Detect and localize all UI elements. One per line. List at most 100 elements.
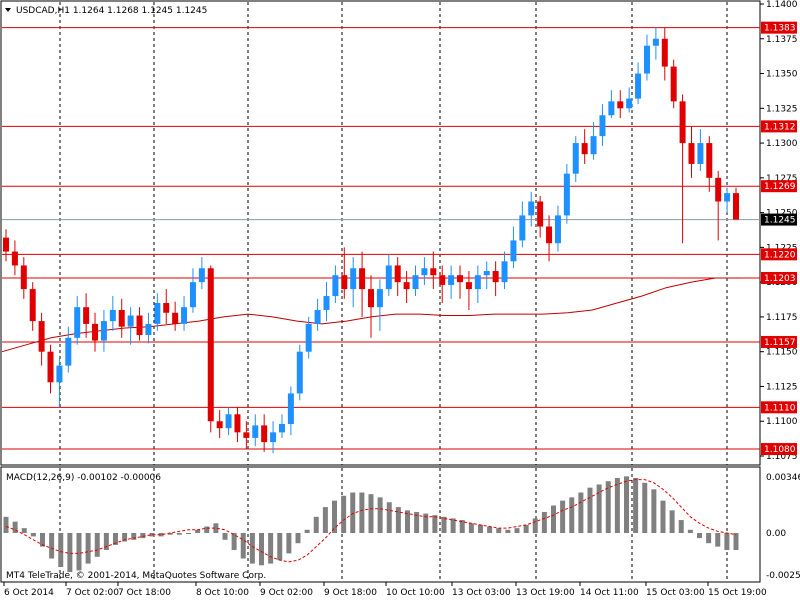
candle-body (715, 177, 722, 202)
candle-body (733, 193, 739, 220)
main-chart-frame (0, 0, 761, 466)
candle-body (261, 425, 268, 443)
candle-body (172, 312, 179, 324)
macd-histogram-bar (131, 533, 137, 540)
macd-histogram-bar (286, 533, 292, 554)
macd-histogram-bar (3, 516, 9, 533)
macd-histogram-bar (268, 533, 274, 564)
time-axis-label: 7 Oct 02:00 (66, 588, 119, 598)
macd-histogram-bar (724, 533, 730, 550)
candle-body (207, 268, 214, 422)
macd-histogram-bar (596, 484, 602, 533)
macd-histogram-bar (468, 523, 474, 533)
level-label: 1.1157 (764, 338, 796, 348)
macd-histogram-bar (259, 533, 264, 566)
price-axis-label: 1.1400 (766, 0, 798, 10)
candle-body (661, 38, 668, 67)
candle-body (697, 143, 704, 164)
macd-histogram-bar (313, 516, 319, 533)
candle-body (3, 237, 9, 252)
candle-body (554, 215, 561, 244)
macd-histogram-bar (405, 510, 410, 533)
macd-histogram-bar (441, 516, 447, 533)
macd-axis-label-top: 0.00346 (766, 473, 800, 483)
candle-body (510, 240, 517, 262)
candle-body (519, 215, 526, 241)
macd-histogram-bar (213, 523, 219, 533)
candle-body (688, 143, 695, 164)
candle-body (430, 268, 437, 276)
macd-histogram-bar (697, 533, 702, 539)
candle-body (706, 143, 713, 178)
candle-body (492, 271, 499, 283)
price-axis-label: 1.1275 (766, 174, 798, 184)
candle-body (599, 115, 606, 137)
macd-histogram-bar (587, 487, 593, 533)
candle-body (572, 143, 579, 174)
candle-body (127, 315, 134, 327)
triangle-down-icon[interactable] (5, 8, 11, 12)
macd-histogram-bar (222, 533, 228, 540)
candle-body (243, 432, 250, 438)
macd-histogram-bar (514, 528, 520, 533)
macd-signal-line (5, 479, 737, 563)
macd-histogram-bar (633, 477, 639, 533)
candle-body (368, 289, 374, 308)
candle-body (626, 98, 633, 109)
candle-body (563, 173, 570, 216)
candle-body (394, 265, 401, 283)
time-axis-label: 15 Oct 03:00 (646, 588, 705, 598)
macd-histogram-bar (12, 521, 18, 533)
candle-body (65, 337, 72, 366)
candle-body (359, 268, 366, 290)
macd-histogram-bar (167, 533, 173, 535)
candle-body (83, 307, 90, 324)
macd-histogram-bar (21, 528, 27, 533)
candle-body (501, 261, 508, 283)
candle-body (724, 193, 731, 202)
macd-histogram-bar (277, 533, 283, 561)
macd-histogram-bar (249, 533, 255, 564)
macd-histogram-bar (304, 529, 310, 533)
macd-histogram-bar (532, 518, 538, 533)
chart-title: USDCAD,H1 1.1264 1.1268 1.1245 1.1245 (16, 6, 207, 16)
macd-histogram-bar (113, 533, 118, 545)
macd-histogram-bar (733, 533, 739, 550)
macd-histogram-bar (58, 533, 64, 567)
macd-histogram-bar (551, 505, 556, 533)
macd-histogram-bar (386, 502, 392, 533)
candle-body (198, 268, 205, 283)
macd-histogram-bar (669, 510, 675, 533)
candle-body (590, 136, 597, 155)
candle-body (20, 265, 27, 290)
macd-label: MACD(12,26,9) -0.00102 -0.00006 (6, 473, 161, 483)
candle-body (29, 289, 36, 322)
macd-histogram-bar (660, 500, 666, 533)
candle-body (225, 414, 232, 429)
candle-body (332, 275, 339, 297)
macd-histogram-bar (450, 518, 456, 533)
macd-histogram-bar (624, 476, 629, 533)
price-axis-label: 1.1125 (766, 382, 798, 392)
candle-body (47, 351, 54, 383)
candle-body (92, 323, 99, 341)
candle-body (154, 303, 161, 324)
level-label: 1.1080 (764, 445, 796, 455)
macd-histogram-bar (158, 533, 164, 537)
level-label-box (761, 335, 797, 348)
macd-axis-label-zero: 0.00 (766, 529, 786, 539)
candle-body (74, 307, 81, 338)
macd-histogram-bar (505, 529, 511, 533)
candle-body (679, 101, 686, 144)
macd-histogram-bar (40, 533, 45, 547)
level-label: 1.1203 (764, 274, 796, 284)
macd-histogram-bar (67, 533, 73, 573)
candle-body (581, 143, 588, 155)
candle-body (216, 421, 223, 429)
macd-histogram-bar (496, 528, 502, 533)
candle-body (56, 365, 63, 383)
candle-body (136, 315, 143, 336)
price-axis-label: 1.1375 (766, 35, 798, 45)
